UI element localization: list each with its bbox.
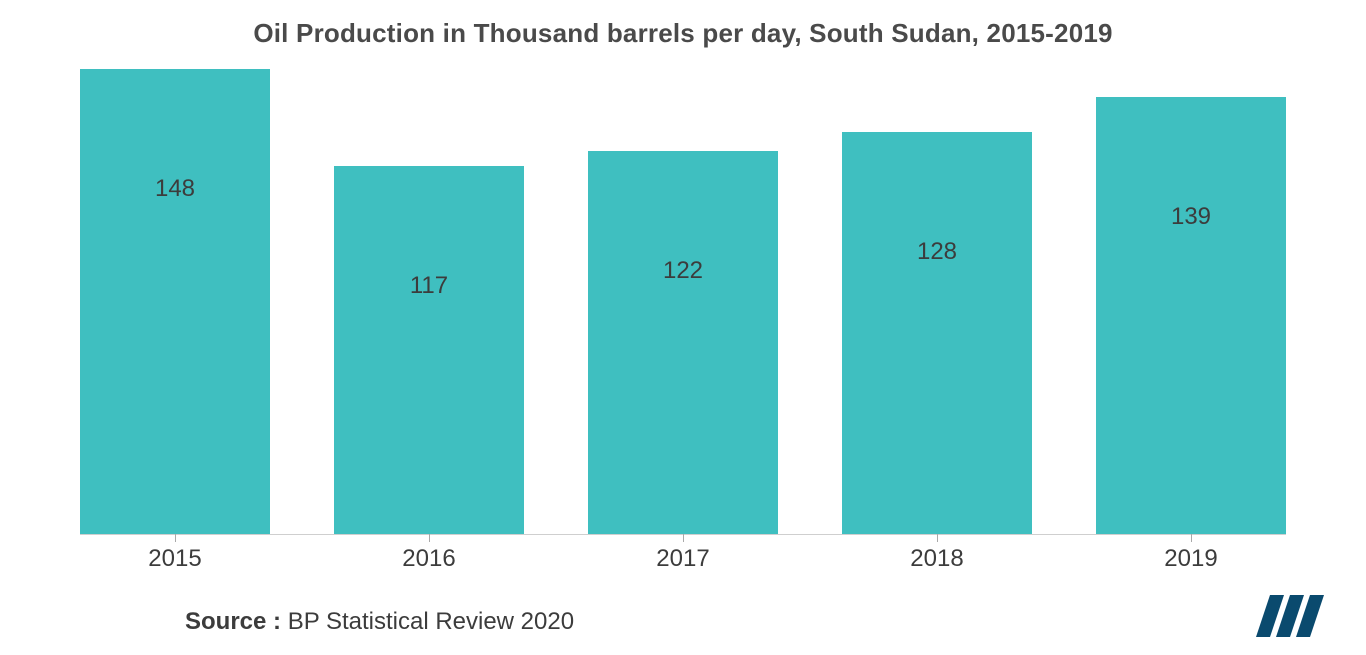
bars-zone: 148 117 122 128 139 bbox=[80, 70, 1286, 535]
x-tick bbox=[429, 534, 430, 542]
x-label: 2016 bbox=[334, 545, 524, 573]
x-tick bbox=[937, 534, 938, 542]
bar-fill bbox=[588, 151, 778, 534]
bar-fill bbox=[1096, 97, 1286, 534]
bar: 148 bbox=[80, 69, 270, 534]
source-text: BP Statistical Review 2020 bbox=[288, 608, 574, 635]
x-tick bbox=[683, 534, 684, 542]
x-tick bbox=[175, 534, 176, 542]
bar: 128 bbox=[842, 132, 1032, 534]
chart-title: Oil Production in Thousand barrels per d… bbox=[0, 18, 1366, 49]
bar-fill bbox=[842, 132, 1032, 534]
x-tick bbox=[1191, 534, 1192, 542]
source-label: Source : bbox=[185, 608, 281, 635]
x-label: 2018 bbox=[842, 545, 1032, 573]
bar-fill bbox=[334, 166, 524, 534]
bar: 117 bbox=[334, 166, 524, 534]
plot-area: 148 117 122 128 139 2015 2016 2017 2018 2019 bbox=[80, 70, 1286, 570]
source-line: Source : BP Statistical Review 2020 bbox=[185, 608, 574, 636]
x-label: 2019 bbox=[1096, 545, 1286, 573]
mi-logo bbox=[1256, 595, 1326, 637]
bar: 122 bbox=[588, 151, 778, 534]
bar-fill bbox=[80, 69, 270, 534]
x-label: 2017 bbox=[588, 545, 778, 573]
x-label: 2015 bbox=[80, 545, 270, 573]
chart-container: Oil Production in Thousand barrels per d… bbox=[0, 0, 1366, 655]
bar: 139 bbox=[1096, 97, 1286, 534]
